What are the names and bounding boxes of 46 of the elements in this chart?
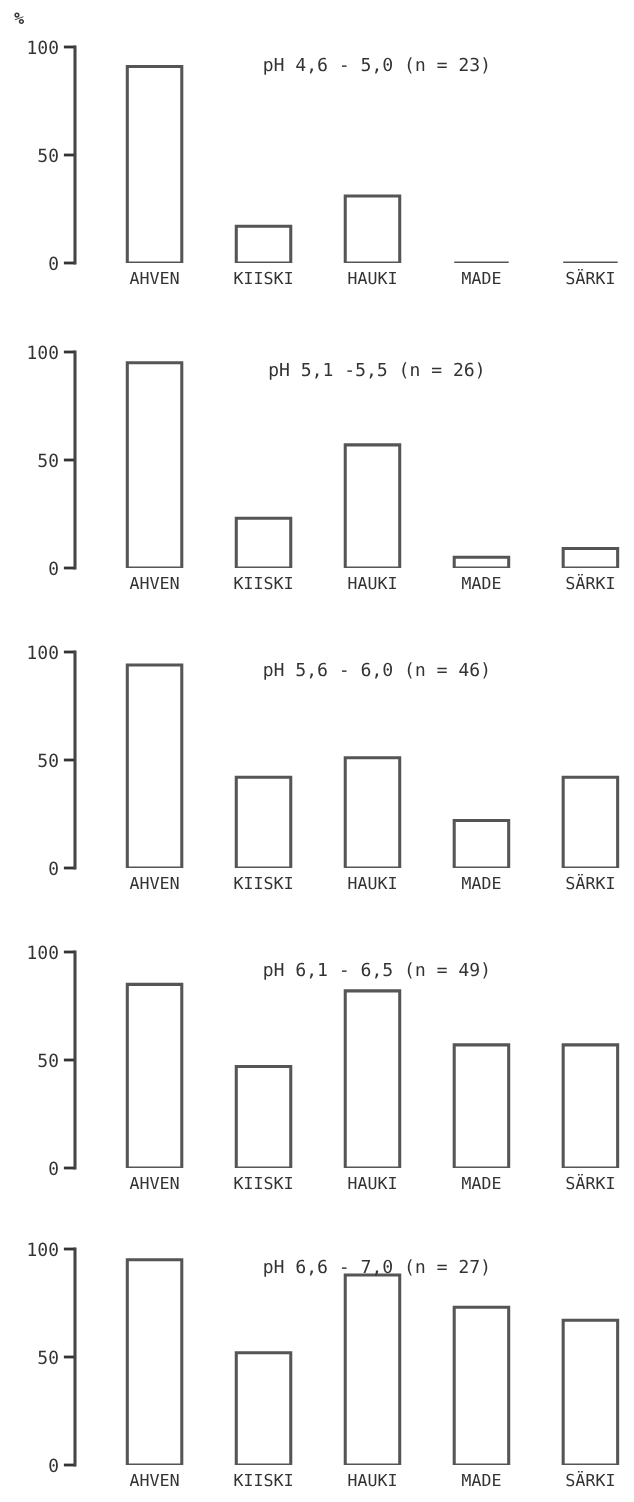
text: pH 5,1 -5,5 (n = 26): [269, 362, 482, 380]
x-tick-label: KIISKI: [234, 576, 292, 590]
x-tick-label: MADE: [462, 876, 501, 890]
y-tick-label: 50: [38, 453, 58, 468]
x-tick-label: AHVEN: [129, 876, 179, 890]
x-tick-label: SÄRKI: [566, 573, 614, 590]
y-tick-label: 0: [49, 1161, 58, 1176]
y-tick-label: 100: [28, 40, 58, 55]
x-tick-label: SÄRKI: [566, 1173, 614, 1190]
x-tick-label: MADE: [462, 271, 501, 285]
x-tick-label: AHVEN: [129, 1176, 179, 1190]
x-tick-label: SÄRKI: [566, 268, 614, 285]
text: pH 5,6 - 6,0 (n = 46): [264, 662, 488, 680]
y-tick-label: 100: [28, 945, 58, 960]
y-tick-label: 100: [28, 1242, 58, 1257]
y-tick-label: 0: [49, 861, 58, 876]
x-tick-label: MADE: [462, 1473, 501, 1487]
x-tick-label: HAUKI: [348, 1473, 396, 1487]
text: pH 4,6 - 5,0 (n = 23): [264, 57, 488, 75]
x-tick-label: AHVEN: [129, 576, 179, 590]
y-tick-label: 50: [38, 1350, 58, 1365]
x-tick-label: KIISKI: [234, 1473, 292, 1487]
text: pH 6,1 - 6,5 (n = 49): [264, 962, 488, 980]
x-tick-label: KIISKI: [234, 271, 292, 285]
y-tick-label: 50: [38, 1053, 58, 1068]
y-tick-label: 100: [28, 345, 58, 360]
x-tick-label: HAUKI: [348, 271, 396, 285]
x-tick-label: MADE: [462, 576, 501, 590]
y-tick-label: 50: [38, 753, 58, 768]
y-axis-title: %: [14, 12, 24, 25]
x-tick-label: KIISKI: [234, 876, 292, 890]
y-tick-label: 100: [28, 645, 58, 660]
x-tick-label: SÄRKI: [566, 1470, 614, 1487]
y-tick-label: 0: [49, 561, 58, 576]
x-tick-label: HAUKI: [348, 1176, 396, 1190]
x-tick-label: HAUKI: [348, 876, 396, 890]
x-tick-label: HAUKI: [348, 576, 396, 590]
y-tick-label: 0: [49, 256, 58, 271]
x-tick-label: AHVEN: [129, 271, 179, 285]
y-tick-label: 0: [49, 1458, 58, 1473]
x-tick-label: KIISKI: [234, 1176, 292, 1190]
x-tick-label: SÄRKI: [566, 873, 614, 890]
y-tick-label: 50: [38, 148, 58, 163]
x-tick-label: MADE: [462, 1176, 501, 1190]
text: pH 6,6 - 7,0 (n = 27): [264, 1259, 488, 1277]
x-tick-label: AHVEN: [129, 1473, 179, 1487]
